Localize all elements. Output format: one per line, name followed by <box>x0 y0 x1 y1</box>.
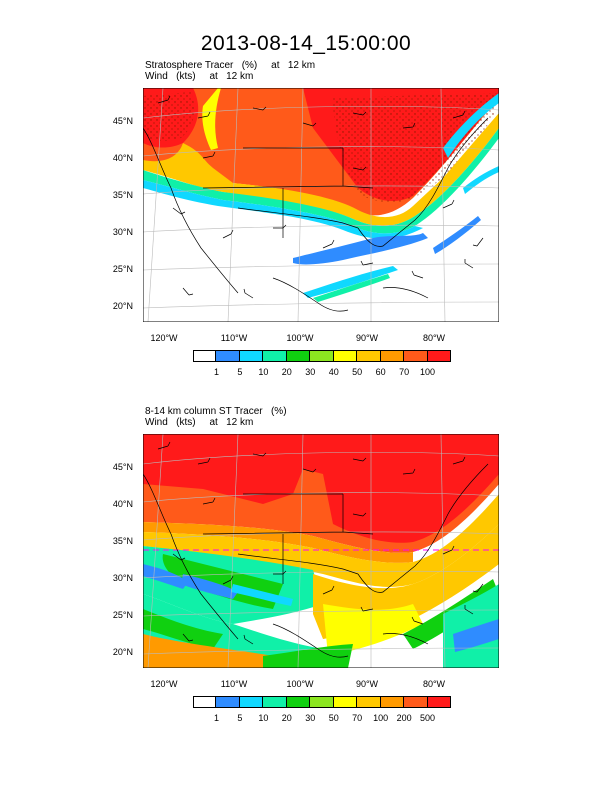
panel2-lat-label: 25°N <box>112 610 133 620</box>
panel1-lon-label: 120°W <box>150 333 178 343</box>
colorbar-label: 10 <box>258 367 269 377</box>
panel1-lat-label: 20°N <box>112 301 133 311</box>
colorbar-swatch <box>380 696 405 708</box>
colorbar-label: 20 <box>281 367 292 377</box>
colorbar-swatch <box>310 696 334 708</box>
colorbar-swatch <box>263 350 287 362</box>
colorbar-label: 100 <box>420 367 436 377</box>
colorbar-label: 30 <box>305 367 316 377</box>
colorbar-swatch <box>333 696 358 708</box>
panel1-lat-label: 40°N <box>112 153 133 163</box>
colorbar-label: 20 <box>281 713 292 723</box>
panel1-lon-label: 110°W <box>220 333 248 343</box>
panel2-caption-line2: Wind (kts) at 12 km <box>145 417 254 428</box>
panel1-lon-label: 100°W <box>286 333 314 343</box>
panel1-map <box>143 88 499 322</box>
panel1-caption-line2: Wind (kts) at 12 km <box>145 71 254 82</box>
panel2-map <box>143 434 499 668</box>
colorbar-swatch <box>239 696 264 708</box>
colorbar-label: 50 <box>352 367 363 377</box>
panel2-lat-label: 35°N <box>112 536 133 546</box>
panel2-lon-label: 110°W <box>220 679 248 689</box>
colorbar-swatch <box>380 350 405 362</box>
panel2-lon-label: 120°W <box>150 679 178 689</box>
colorbar-swatch <box>404 696 428 708</box>
colorbar-label: 70 <box>399 367 410 377</box>
colorbar-swatch <box>263 696 287 708</box>
colorbar-swatch <box>216 350 240 362</box>
colorbar-label: 1 <box>213 367 219 377</box>
colorbar-swatch <box>333 350 358 362</box>
panel2-lat-label: 40°N <box>112 499 133 509</box>
colorbar-swatch <box>357 696 381 708</box>
colorbar-label: 100 <box>373 713 389 723</box>
colorbar-label: 70 <box>352 713 363 723</box>
panel1-caption-line1: Stratosphere Tracer (%) at 12 km <box>145 60 316 71</box>
panel1-lon-label: 80°W <box>422 333 446 343</box>
colorbar-label: 40 <box>328 367 339 377</box>
panel1-lat-label: 30°N <box>112 227 133 237</box>
colorbar-label: 30 <box>305 713 316 723</box>
panel2-lon-label: 90°W <box>355 679 379 689</box>
panel1-lon-label: 90°W <box>355 333 379 343</box>
panel2-caption-line1: 8-14 km column ST Tracer (%) <box>145 406 287 417</box>
colorbar-swatch <box>357 350 381 362</box>
colorbar-label: 500 <box>420 713 436 723</box>
colorbar-swatch <box>286 350 311 362</box>
colorbar-swatch <box>404 350 428 362</box>
panel2-lat-label: 20°N <box>112 647 133 657</box>
colorbar-label: 5 <box>237 367 243 377</box>
panel1-lat-label: 25°N <box>112 264 133 274</box>
colorbar-swatch <box>286 696 311 708</box>
colorbar-swatch <box>239 350 264 362</box>
panel1-lat-label: 35°N <box>112 190 133 200</box>
panel2-lat-label: 30°N <box>112 573 133 583</box>
panel2-colorbar <box>193 696 451 708</box>
colorbar-label: 1 <box>213 713 219 723</box>
colorbar-label: 50 <box>328 713 339 723</box>
page-title: 2013-08-14_15:00:00 <box>200 32 412 55</box>
colorbar-label: 5 <box>237 713 243 723</box>
colorbar-swatch <box>310 350 334 362</box>
colorbar-label: 200 <box>396 713 412 723</box>
panel2-lon-label: 100°W <box>286 679 314 689</box>
panel1-colorbar <box>193 350 451 362</box>
colorbar-label: 60 <box>375 367 386 377</box>
panel2-lon-label: 80°W <box>422 679 446 689</box>
panel1-lat-label: 45°N <box>112 116 133 126</box>
colorbar-swatch <box>216 696 240 708</box>
colorbar-swatch <box>193 350 217 362</box>
colorbar-label: 10 <box>258 713 269 723</box>
panel2-lat-label: 45°N <box>112 462 133 472</box>
colorbar-swatch <box>193 696 217 708</box>
